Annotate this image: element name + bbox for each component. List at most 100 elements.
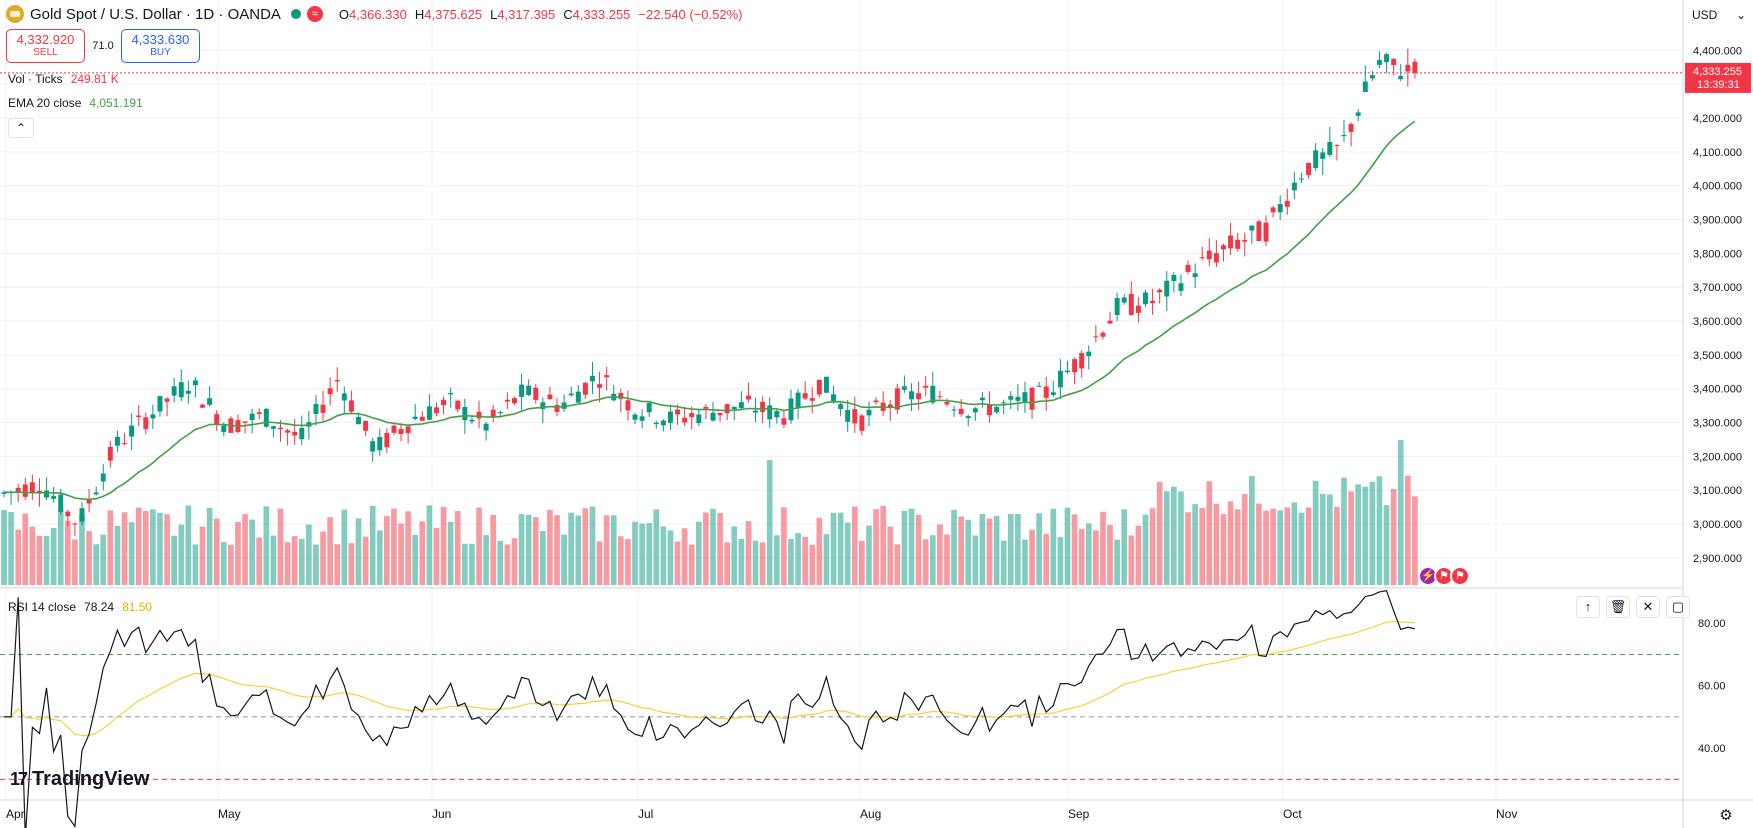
delete-pane-icon[interactable]: 🗑 — [1606, 596, 1630, 618]
candle-body — [845, 409, 851, 422]
candle-body — [1008, 396, 1014, 400]
collapse-legend-button[interactable]: ⌃ — [8, 118, 34, 138]
collapse-pane-icon[interactable]: ✕ — [1636, 596, 1660, 618]
candle-body — [901, 386, 907, 390]
volume-legend[interactable]: Vol · Ticks 249.81 K — [8, 72, 119, 86]
candle-body — [476, 411, 482, 419]
volume-bar — [376, 530, 383, 585]
ema-legend[interactable]: EMA 20 close 4,051.191 — [8, 96, 143, 110]
volume-bar — [1206, 481, 1213, 585]
price-tick-label: 3,900.000 — [1693, 215, 1742, 227]
candle-body — [519, 384, 525, 397]
candle-body — [1036, 385, 1042, 387]
candle-body — [334, 380, 340, 382]
gear-icon[interactable]: ⚙ — [1719, 807, 1733, 824]
volume-bar — [242, 514, 248, 585]
ohlc-high-key: H — [414, 6, 425, 22]
volume-bar — [1305, 507, 1312, 585]
candle-body — [391, 425, 397, 433]
candle-body — [58, 494, 64, 512]
candle-body — [1057, 370, 1063, 388]
time-scale[interactable]: Apr May Jun Jul Aug Sep Oct Nov — [6, 807, 1517, 821]
volume-bar — [249, 519, 255, 585]
volume-bar — [1022, 539, 1028, 585]
volume-bar — [454, 511, 461, 585]
candle-body — [419, 416, 425, 421]
volume-bar — [270, 535, 277, 585]
candle-body — [363, 420, 369, 431]
candle-body — [122, 443, 128, 445]
volume-bar — [575, 515, 582, 585]
volume-bar — [1383, 505, 1390, 585]
volume-bar — [128, 522, 135, 585]
symbol-title[interactable]: Gold Spot / U.S. Dollar · 1D · OANDA — [30, 5, 281, 23]
volume-bar — [731, 526, 738, 585]
rsi-line — [4, 590, 1416, 828]
maximize-pane-icon[interactable]: ▢ — [1666, 596, 1690, 618]
sell-button[interactable]: 4,332.920 SELL — [6, 29, 85, 63]
volume-bar — [703, 512, 709, 585]
delayed-data-icon[interactable]: ≈ — [306, 6, 323, 22]
price-tick-label: 2,900.000 — [1693, 553, 1742, 565]
volume-bar — [107, 510, 114, 585]
volume-bar — [185, 505, 192, 585]
volume-bar — [1355, 484, 1362, 585]
candle-body — [951, 409, 957, 411]
candle-body — [930, 385, 936, 403]
candle-body — [696, 414, 702, 424]
candle-body — [1391, 58, 1397, 66]
tradingview-watermark[interactable]: 17 TradingView — [10, 768, 149, 791]
volume-bar — [398, 523, 404, 585]
candle-body — [604, 375, 610, 378]
volume-bar — [1341, 477, 1347, 585]
volume-bar — [1192, 504, 1198, 585]
rsi-scale[interactable]: 80.00 60.00 40.00 — [1698, 618, 1726, 755]
volume-bar — [228, 544, 234, 585]
volume-bar — [43, 535, 50, 585]
candle-body — [1128, 293, 1134, 315]
time-tick-label: May — [218, 807, 241, 821]
move-pane-up-icon[interactable]: ↑ — [1576, 596, 1600, 618]
rsi-tick-label: 40.00 — [1698, 743, 1726, 755]
rsi-legend[interactable]: RSI 14 close 78.24 81.50 — [8, 600, 152, 614]
volume-bar — [979, 514, 986, 585]
us-flag-event-icon[interactable]: ⚑ — [1450, 566, 1470, 586]
candle-body — [192, 380, 198, 386]
volume-bar — [1000, 540, 1007, 585]
buy-button[interactable]: 4,333.630 BUY — [121, 29, 200, 63]
candle-body — [22, 484, 28, 497]
currency-selector[interactable]: USD ⌄ — [1688, 4, 1750, 26]
price-scale[interactable]: 4,400.0004,300.0004,200.0004,100.0004,00… — [1685, 45, 1751, 565]
volume-bar — [561, 534, 567, 585]
volume-bar — [1121, 509, 1128, 585]
volume-bar — [738, 538, 745, 585]
volume-bar — [1319, 493, 1326, 585]
ohlc-open-value: 4,366.330 — [349, 6, 407, 22]
volume-bar — [1277, 510, 1284, 585]
volume-bar — [859, 540, 865, 585]
volume-bar — [922, 539, 929, 585]
volume-bar — [121, 512, 128, 585]
volume-bar — [908, 508, 915, 585]
volume-bar — [348, 543, 355, 585]
candle-body — [483, 423, 489, 431]
time-tick-label: Sep — [1068, 807, 1090, 821]
candle-body — [15, 487, 21, 492]
volume-bar — [341, 509, 348, 585]
volume-bar — [462, 543, 468, 585]
candle-body — [1298, 178, 1304, 180]
candle-body — [625, 400, 631, 411]
candle-body — [1355, 112, 1361, 116]
volume-bar — [617, 536, 624, 585]
volume-bar — [1412, 496, 1418, 585]
lightning-event-icon[interactable]: ⚡ — [1418, 566, 1438, 586]
candle-body — [618, 392, 624, 399]
volume-bar — [157, 512, 163, 585]
volume-bar — [1093, 530, 1099, 585]
candle-body — [370, 441, 376, 452]
candle-body — [1270, 207, 1276, 213]
candle-body — [703, 406, 709, 409]
volume-bar — [944, 534, 950, 585]
